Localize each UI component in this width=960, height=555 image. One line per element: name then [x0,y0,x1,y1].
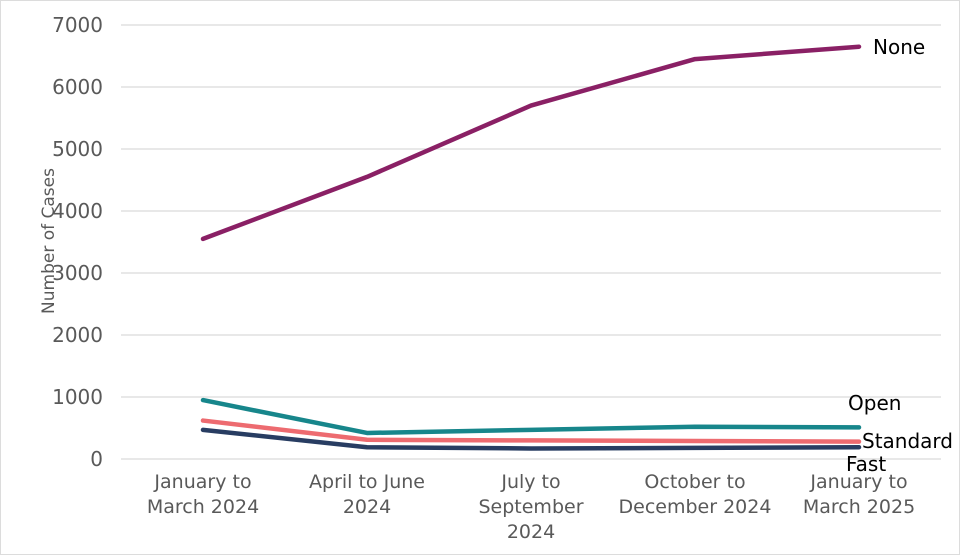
series-line-standard [200,418,862,444]
x-axis-label: April to June 2024 [309,471,425,518]
y-tick-label: 7000 [52,13,103,37]
series-label-fast: Fast [846,452,887,476]
series-line-none [200,44,862,242]
x-axis-label: October to December 2024 [618,471,772,518]
y-tick-label: 1000 [52,385,103,409]
y-tick-label: 0 [90,447,103,471]
x-axis-label: July to September 2024 [478,471,584,543]
series-label-none: None [873,35,926,59]
x-axis-label: January to March 2025 [802,471,916,518]
y-tick-label: 2000 [52,323,103,347]
y-tick-label: 3000 [52,261,103,285]
y-tick-label: 4000 [52,199,103,223]
series-line-fast [200,427,862,451]
series-label-standard: Standard [862,429,953,453]
x-axis-label: January to March 2024 [146,471,260,518]
series-label-open: Open [848,391,902,415]
y-tick-label: 6000 [52,75,103,99]
series-line-open [200,397,862,436]
y-axis-title: Number of Cases [39,168,59,314]
y-tick-label: 5000 [52,137,103,161]
